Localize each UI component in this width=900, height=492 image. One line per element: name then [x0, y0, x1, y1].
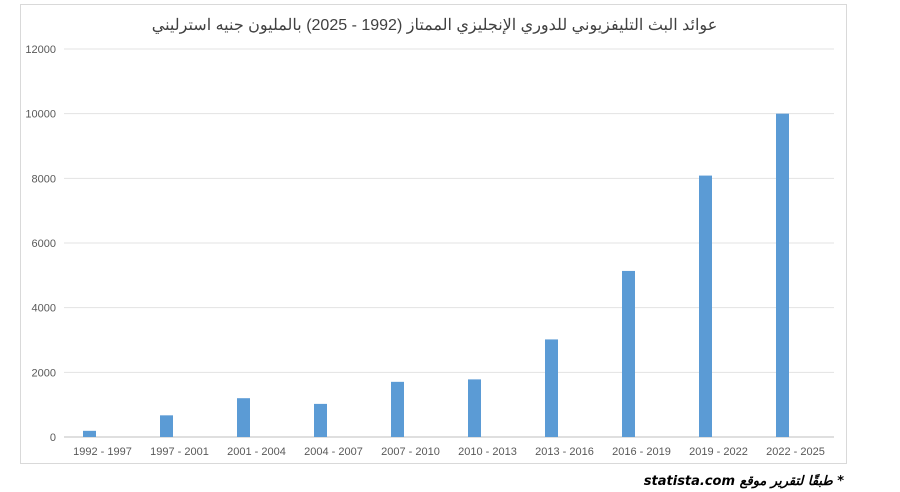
bar [391, 381, 404, 437]
y-tick-label: 2000 [32, 367, 56, 379]
bar [776, 113, 789, 438]
bar [160, 415, 173, 437]
x-tick-label: 1997 - 2001 [150, 446, 209, 458]
y-tick-label: 10000 [25, 109, 56, 121]
bar [545, 339, 558, 437]
bar [699, 175, 712, 437]
x-tick-label: 2019 - 2022 [689, 446, 748, 458]
bar-chart: 0 2000 4000 6000 8000 10000 12000 1992 - 1997 19… [25, 44, 834, 458]
y-tick-label: 8000 [32, 173, 56, 185]
x-tick-label: 2010 - 2013 [458, 446, 517, 458]
bar [314, 403, 327, 437]
y-tick-label: 12000 [25, 44, 56, 56]
bar [468, 379, 481, 437]
y-tick-label: 0 [50, 432, 56, 444]
x-tick-label: 2013 - 2016 [535, 446, 594, 458]
bar [622, 270, 635, 437]
x-tick-label: 2001 - 2004 [227, 446, 286, 458]
y-tick-label: 6000 [32, 238, 56, 250]
x-tick-label: 2007 - 2010 [381, 446, 440, 458]
chart-title: عوائد البث التليفزيوني للدوري الإنجليزي … [151, 17, 718, 34]
x-tick-label: 2004 - 2007 [304, 446, 363, 458]
x-tick-label: 2022 - 2025 [766, 446, 825, 458]
x-tick-label: 1992 - 1997 [73, 446, 132, 458]
bar [237, 398, 250, 437]
y-tick-label: 4000 [32, 303, 56, 315]
source-note: * طبقًا لتقرير موقع statista.com [643, 474, 844, 489]
chart-frame: عوائد البث التليفزيوني للدوري الإنجليزي … [20, 4, 847, 464]
x-tick-label: 2016 - 2019 [612, 446, 671, 458]
bar [83, 430, 96, 437]
